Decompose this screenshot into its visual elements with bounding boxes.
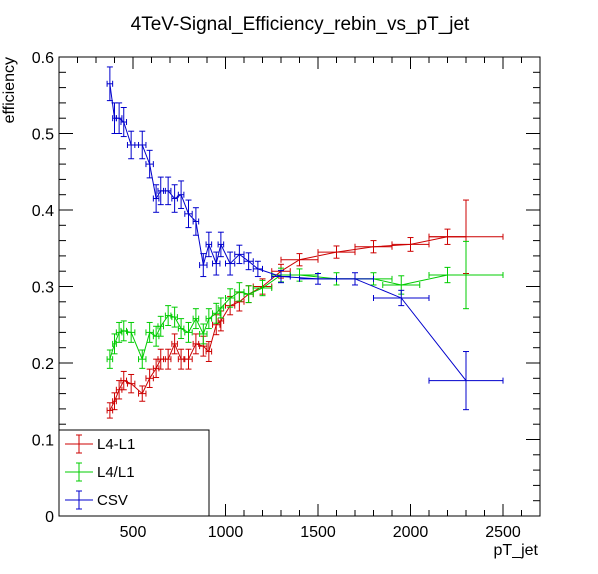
data-point — [171, 306, 178, 328]
data-point — [152, 358, 160, 379]
data-point — [192, 207, 200, 236]
data-point — [336, 272, 374, 286]
data-point — [126, 373, 136, 394]
data-point — [225, 251, 236, 276]
data-point — [192, 333, 200, 355]
data-point — [164, 348, 172, 370]
data-point — [171, 333, 178, 355]
data-point — [126, 130, 136, 160]
data-point — [184, 348, 193, 370]
y-tick-label: 0.1 — [32, 433, 54, 450]
series-L4-L1 — [106, 199, 504, 419]
data-point — [428, 351, 504, 411]
data-point — [212, 251, 221, 276]
x-tick-label: 500 — [120, 524, 147, 541]
x-tick-label: 2000 — [393, 524, 429, 541]
data-point — [217, 231, 225, 258]
data-point — [212, 302, 221, 324]
legend-label: CSV — [97, 492, 128, 509]
data-point — [171, 184, 178, 213]
legend-label: L4/L1 — [97, 464, 135, 481]
data-point — [199, 323, 208, 345]
data-point — [115, 102, 123, 134]
data-point — [157, 348, 165, 370]
data-point — [271, 269, 291, 284]
series-layer — [106, 66, 504, 419]
data-point — [234, 282, 245, 302]
data-point — [391, 237, 430, 252]
data-point — [205, 308, 213, 330]
data-point — [199, 253, 208, 278]
axis-ticks: 500 1000 1500 2000 2500 0 0.1 0.2 0.3 0.4 0.5 0.6 — [32, 50, 540, 541]
data-point — [317, 245, 356, 259]
data-point — [177, 180, 185, 209]
data-point — [252, 260, 263, 278]
data-point — [205, 341, 213, 362]
data-point — [164, 176, 172, 206]
legend: L4-L1 L4/L1 CSV — [58, 429, 210, 517]
x-tick-label: 2500 — [485, 524, 521, 541]
data-point — [280, 253, 319, 267]
y-tick-label: 0 — [45, 509, 54, 526]
x-tick-label: 1000 — [208, 524, 244, 541]
legend-entry-L4/L1: L4/L1 — [65, 462, 135, 482]
y-tick-label: 0.6 — [32, 50, 54, 67]
legend-entry-L4-L1: L4-L1 — [65, 434, 135, 454]
series-CSV — [106, 66, 504, 411]
data-point — [177, 318, 185, 340]
data-point — [252, 279, 273, 297]
series-L4/L1 — [106, 240, 504, 369]
data-point — [138, 130, 147, 160]
data-point — [192, 308, 200, 330]
y-tick-label: 0.5 — [32, 127, 54, 144]
data-point — [145, 368, 154, 388]
data-point — [138, 349, 147, 369]
data-point — [145, 321, 154, 343]
data-point — [157, 176, 165, 206]
data-point — [145, 149, 154, 179]
chart-title: 4TeV-Signal_Efficiency_rebin_vs_pT_jet — [131, 14, 470, 35]
data-point — [205, 231, 213, 258]
legend-label: L4-L1 — [97, 436, 135, 453]
data-point — [164, 305, 172, 327]
y-axis-title: efficiency — [1, 57, 18, 123]
data-point — [152, 184, 160, 213]
data-point — [243, 252, 254, 271]
data-point — [225, 288, 236, 308]
x-axis-title: pT_jet — [494, 542, 539, 559]
data-point — [184, 321, 193, 343]
data-point — [217, 297, 225, 319]
y-tick-label: 0.4 — [32, 203, 54, 220]
data-point — [177, 348, 185, 370]
data-point — [106, 349, 114, 369]
y-tick-label: 0.3 — [32, 280, 54, 297]
data-point — [373, 289, 430, 307]
data-point — [106, 66, 114, 102]
legend-entry-CSV: CSV — [65, 490, 128, 510]
data-point — [115, 321, 123, 343]
data-point — [243, 285, 254, 304]
data-point — [354, 240, 393, 254]
data-point — [120, 320, 128, 342]
data-point — [428, 240, 504, 310]
y-tick-label: 0.2 — [32, 356, 54, 373]
series-line — [109, 274, 466, 361]
data-point — [106, 402, 114, 419]
data-point — [120, 370, 128, 391]
data-point — [138, 385, 147, 402]
data-point — [120, 106, 128, 138]
x-tick-label: 1500 — [300, 524, 336, 541]
data-point — [157, 315, 165, 337]
data-point — [126, 321, 136, 343]
data-point — [184, 199, 193, 229]
data-point — [234, 244, 245, 265]
